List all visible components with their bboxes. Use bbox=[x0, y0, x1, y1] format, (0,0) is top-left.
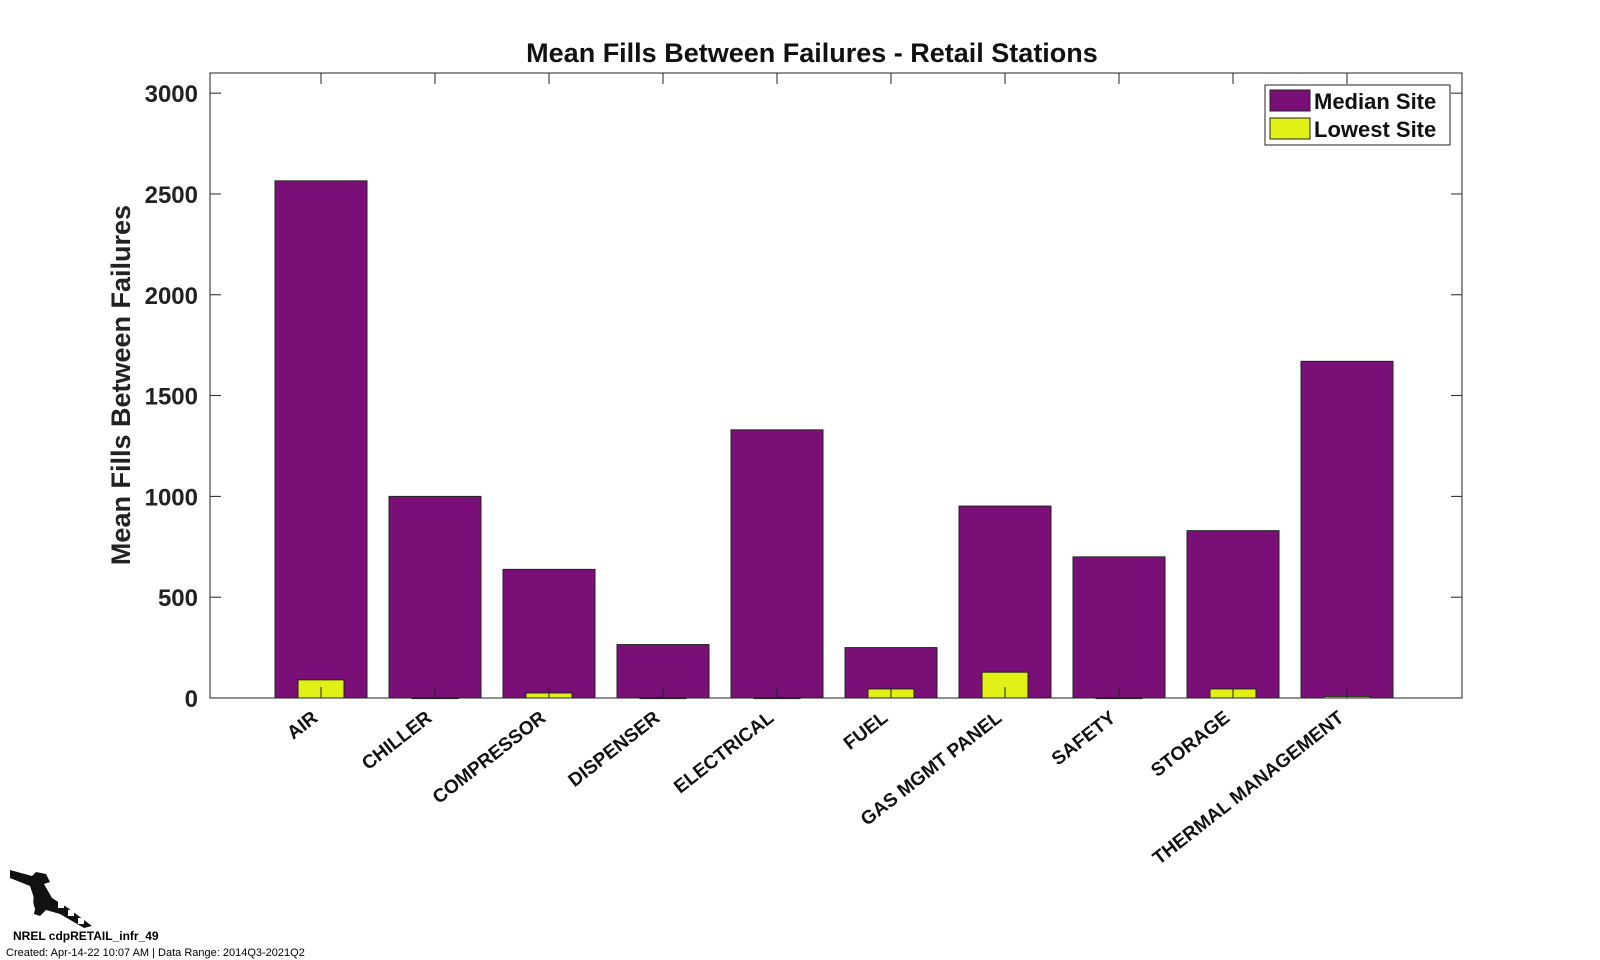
x-tick-label: AIR bbox=[283, 707, 322, 744]
x-tick-label: ELECTRICAL bbox=[670, 707, 778, 798]
y-axis-label: Mean Fills Between Failures bbox=[106, 205, 136, 565]
legend-label-lowest-site: Lowest Site bbox=[1314, 117, 1436, 142]
y-tick-label: 500 bbox=[158, 585, 198, 612]
median-site-bars bbox=[274, 180, 1394, 699]
y-tick-label: 0 bbox=[185, 686, 198, 713]
bar-median-site bbox=[1072, 556, 1166, 699]
bar-median-site bbox=[502, 568, 596, 699]
legend-label-median-site: Median Site bbox=[1314, 89, 1436, 114]
y-tick-label: 1500 bbox=[145, 384, 198, 411]
x-tick-label: DISPENSER bbox=[565, 707, 665, 791]
bar-median-site bbox=[958, 505, 1052, 699]
fuel-nozzle-icon bbox=[10, 870, 92, 928]
legend: Median Site Lowest Site bbox=[1264, 84, 1451, 146]
x-tick-label: SAFETY bbox=[1048, 707, 1120, 770]
created-date-label: Created: Apr-14-22 10:07 AM | Data Range… bbox=[6, 947, 305, 959]
chart-title: Mean Fills Between Failures - Retail Sta… bbox=[526, 38, 1098, 68]
x-tick-label: CHILLER bbox=[358, 707, 436, 774]
bar-median-site bbox=[730, 429, 824, 699]
x-tick-label: STORAGE bbox=[1147, 707, 1234, 781]
bar-median-site bbox=[274, 180, 368, 699]
x-tick-label: FUEL bbox=[840, 707, 892, 754]
bar-median-site bbox=[388, 495, 482, 699]
y-tick-label: 2000 bbox=[145, 283, 198, 310]
x-tick-label: THERMAL MANAGEMENT bbox=[1149, 707, 1348, 869]
chart-id-label: NREL cdpRETAIL_infr_49 bbox=[13, 929, 159, 943]
y-tick-label: 2500 bbox=[145, 182, 198, 209]
legend-swatch-median-site bbox=[1269, 89, 1311, 112]
y-tick-label: 3000 bbox=[145, 81, 198, 108]
bar-median-site bbox=[1300, 360, 1394, 699]
bar-median-site bbox=[1186, 530, 1280, 699]
legend-swatch-lowest-site bbox=[1269, 117, 1311, 140]
y-axis-ticks: 0 500 1000 1500 2000 2500 3000 bbox=[145, 81, 1462, 713]
y-tick-label: 1000 bbox=[145, 484, 198, 511]
x-tick-label: COMPRESSOR bbox=[429, 707, 550, 808]
